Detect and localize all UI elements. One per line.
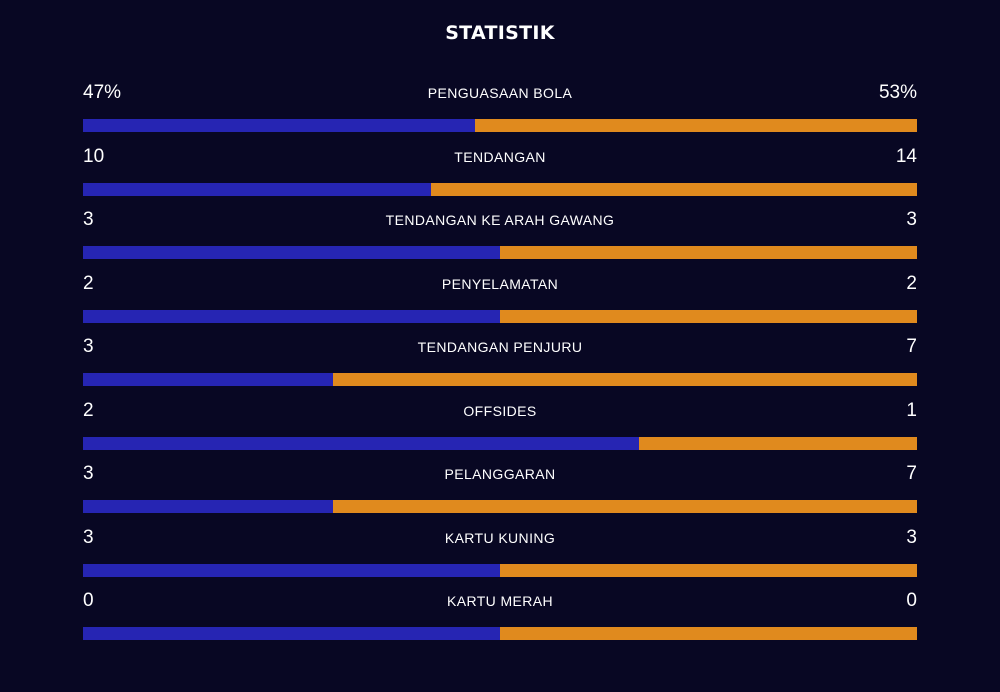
stat-row-penyelamatan: 2 PENYELAMATAN 2: [83, 271, 917, 335]
home-bar: [83, 182, 431, 196]
away-bar: [500, 309, 917, 323]
page-title: STATISTIK: [445, 22, 555, 44]
away-value: 7: [906, 336, 917, 357]
stats-list: 47% PENGUASAAN BOLA 53% 10 TENDANGAN 14 …: [83, 80, 917, 652]
comparison-bar: [83, 246, 917, 259]
away-value: 1: [906, 399, 917, 421]
away-value: 53%: [878, 82, 917, 103]
away-bar: [474, 119, 917, 132]
home-bar: [83, 119, 475, 132]
stat-row-offsides: 2 OFFSIDES 1: [83, 398, 917, 462]
stat-row-pelanggaran: 3 PELANGGARAN 7: [83, 461, 917, 525]
stat-row-tendangan-ke-arah-gawang: 3 TENDANGAN KE ARAH GAWANG 3: [83, 207, 917, 271]
away-bar: [638, 436, 917, 450]
stat-row-penguasaan-bola: 47% PENGUASAAN BOLA 53%: [83, 80, 917, 144]
stat-row-kartu-kuning: 3 KARTU KUNING 3: [83, 525, 917, 589]
home-bar: [83, 246, 500, 259]
away-value: 14: [895, 145, 917, 167]
stat-label: TENDANGAN PENJURU: [417, 339, 583, 355]
home-bar: [83, 309, 500, 323]
stat-label: PENYELAMATAN: [441, 275, 559, 292]
stat-label: KARTU KUNING: [444, 529, 556, 546]
home-value: 2: [83, 399, 94, 421]
stat-row-kartu-merah: 0 KARTU MERAH 0: [83, 588, 917, 652]
home-bar: [83, 627, 500, 640]
home-value: 3: [83, 526, 94, 548]
home-value: 3: [83, 463, 94, 484]
stat-label: KARTU MERAH: [446, 593, 554, 609]
home-bar: [83, 563, 500, 577]
away-value: 3: [906, 209, 917, 230]
home-value: 10: [83, 145, 105, 167]
home-value: 3: [83, 336, 94, 357]
away-value: 2: [906, 272, 917, 294]
stat-row-tendangan-penjuru: 3 TENDANGAN PENJURU 7: [83, 334, 917, 398]
stat-row-tendangan: 10 TENDANGAN 14: [83, 144, 917, 208]
comparison-bar: [83, 436, 917, 450]
home-value: 3: [83, 209, 94, 230]
home-bar: [83, 436, 639, 450]
away-value: 7: [906, 463, 917, 484]
stat-label: PELANGGARAN: [444, 466, 556, 482]
away-value: 0: [906, 590, 917, 611]
away-bar: [430, 182, 917, 196]
away-bar: [500, 246, 917, 259]
home-value: 0: [83, 590, 94, 611]
stat-label: TENDANGAN KE ARAH GAWANG: [385, 212, 615, 228]
comparison-bar: [83, 309, 917, 323]
stat-label: OFFSIDES: [463, 402, 537, 419]
away-bar: [500, 627, 917, 640]
home-value: 47%: [83, 82, 122, 103]
comparison-bar: [83, 500, 917, 513]
comparison-bar: [83, 182, 917, 196]
away-bar: [500, 563, 917, 577]
comparison-bar: [83, 119, 917, 132]
comparison-bar: [83, 563, 917, 577]
comparison-bar: [83, 373, 917, 386]
stat-label: TENDANGAN: [454, 148, 546, 165]
home-bar: [83, 373, 334, 386]
comparison-bar: [83, 627, 917, 640]
stat-label: PENGUASAAN BOLA: [427, 85, 573, 101]
away-bar: [333, 373, 917, 386]
away-value: 3: [906, 526, 917, 548]
away-bar: [333, 500, 917, 513]
home-bar: [83, 500, 334, 513]
home-value: 2: [83, 272, 94, 294]
